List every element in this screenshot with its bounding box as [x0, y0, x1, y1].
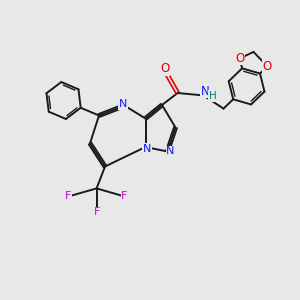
- Text: N: N: [166, 146, 175, 157]
- Text: O: O: [263, 60, 272, 73]
- Text: F: F: [93, 207, 100, 217]
- Text: F: F: [121, 190, 128, 201]
- Text: N: N: [119, 99, 127, 109]
- Text: F: F: [65, 190, 72, 201]
- Text: N: N: [143, 143, 151, 154]
- Text: N: N: [200, 85, 209, 98]
- Text: H: H: [208, 91, 216, 101]
- Text: O: O: [235, 52, 244, 65]
- Text: O: O: [160, 62, 169, 76]
